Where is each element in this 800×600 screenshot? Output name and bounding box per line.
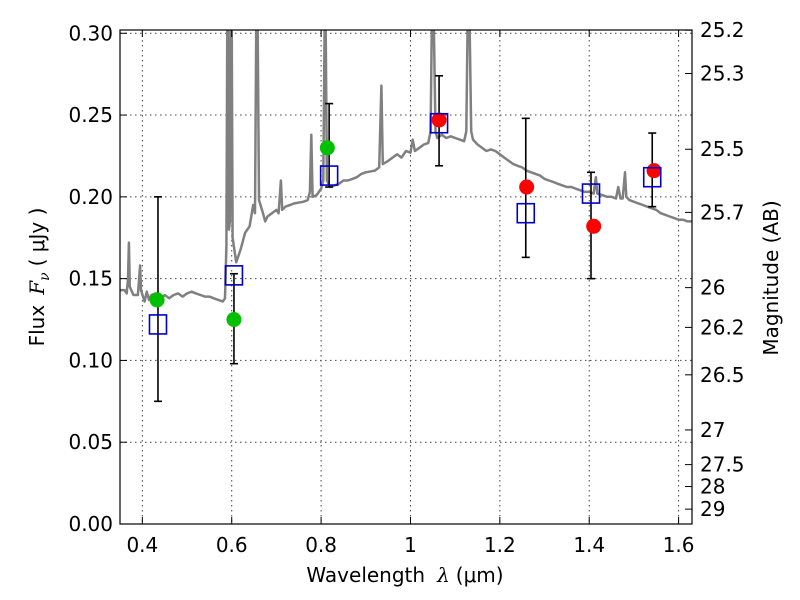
y-tick-label: 0.10 — [68, 348, 113, 372]
red-point — [519, 179, 535, 195]
x-tick-label: 1.6 — [663, 533, 695, 557]
y-right-tick-label: 26.2 — [700, 315, 745, 339]
y-axis-label: FluxFν( μJy ) — [25, 208, 53, 347]
y-tick-label: 0.00 — [68, 512, 113, 536]
y-right-tick-label: 25.7 — [700, 200, 745, 224]
x-tick-label: 1.2 — [484, 533, 516, 557]
square-point — [642, 166, 662, 188]
y-right-tick-label: 26.5 — [700, 363, 745, 387]
y-right-tick-label: 25.3 — [700, 62, 745, 86]
y-tick-label: 0.05 — [68, 430, 113, 454]
markers-group — [148, 112, 662, 335]
x-tick-label: 1 — [404, 533, 417, 557]
plot-frame — [119, 29, 693, 525]
model-spectrum-group — [120, 30, 692, 303]
square-point — [429, 112, 449, 134]
red-point — [586, 218, 602, 234]
y-right-tick-label: 25.2 — [700, 18, 745, 42]
green-point — [149, 292, 165, 308]
square-point — [516, 202, 536, 224]
green-point — [319, 140, 335, 156]
y-tick-label: 0.15 — [68, 267, 113, 291]
grid — [120, 30, 692, 525]
square-point — [148, 314, 168, 335]
y-tick-label: 0.30 — [68, 21, 113, 45]
ticks-group: 0.4 0.6 0.8 1 1.2 1.4 1.6 0.00 0.05 0.10 0.15 0.20 0… — [68, 18, 744, 557]
square-point — [224, 265, 244, 286]
y-tick-label: 0.25 — [68, 103, 113, 127]
x-tick-label: 1.4 — [573, 533, 605, 557]
red-point — [431, 112, 447, 128]
square-point — [319, 165, 339, 186]
square-point — [581, 183, 601, 204]
x-tick-label: 0.4 — [126, 533, 158, 557]
x-tick-label: 0.8 — [305, 533, 337, 557]
x-axis-label: Wavelength λ (μm) — [306, 563, 503, 587]
y-right-tick-label: 27 — [700, 418, 725, 442]
red-point — [646, 163, 662, 179]
y-right-tick-label: 27.5 — [700, 453, 745, 477]
model-spectrum-line — [120, 30, 692, 303]
y-tick-label: 0.20 — [68, 185, 113, 209]
y-right-tick-label: 28 — [700, 475, 725, 499]
green-point — [226, 312, 242, 328]
y-right-tick-label: 25.5 — [700, 137, 745, 161]
y-right-axis-label: Magnitude (AB) — [759, 200, 783, 355]
y-right-tick-label: 26 — [700, 276, 725, 300]
x-tick-label: 0.6 — [216, 533, 248, 557]
y-right-tick-label: 29 — [700, 497, 725, 521]
